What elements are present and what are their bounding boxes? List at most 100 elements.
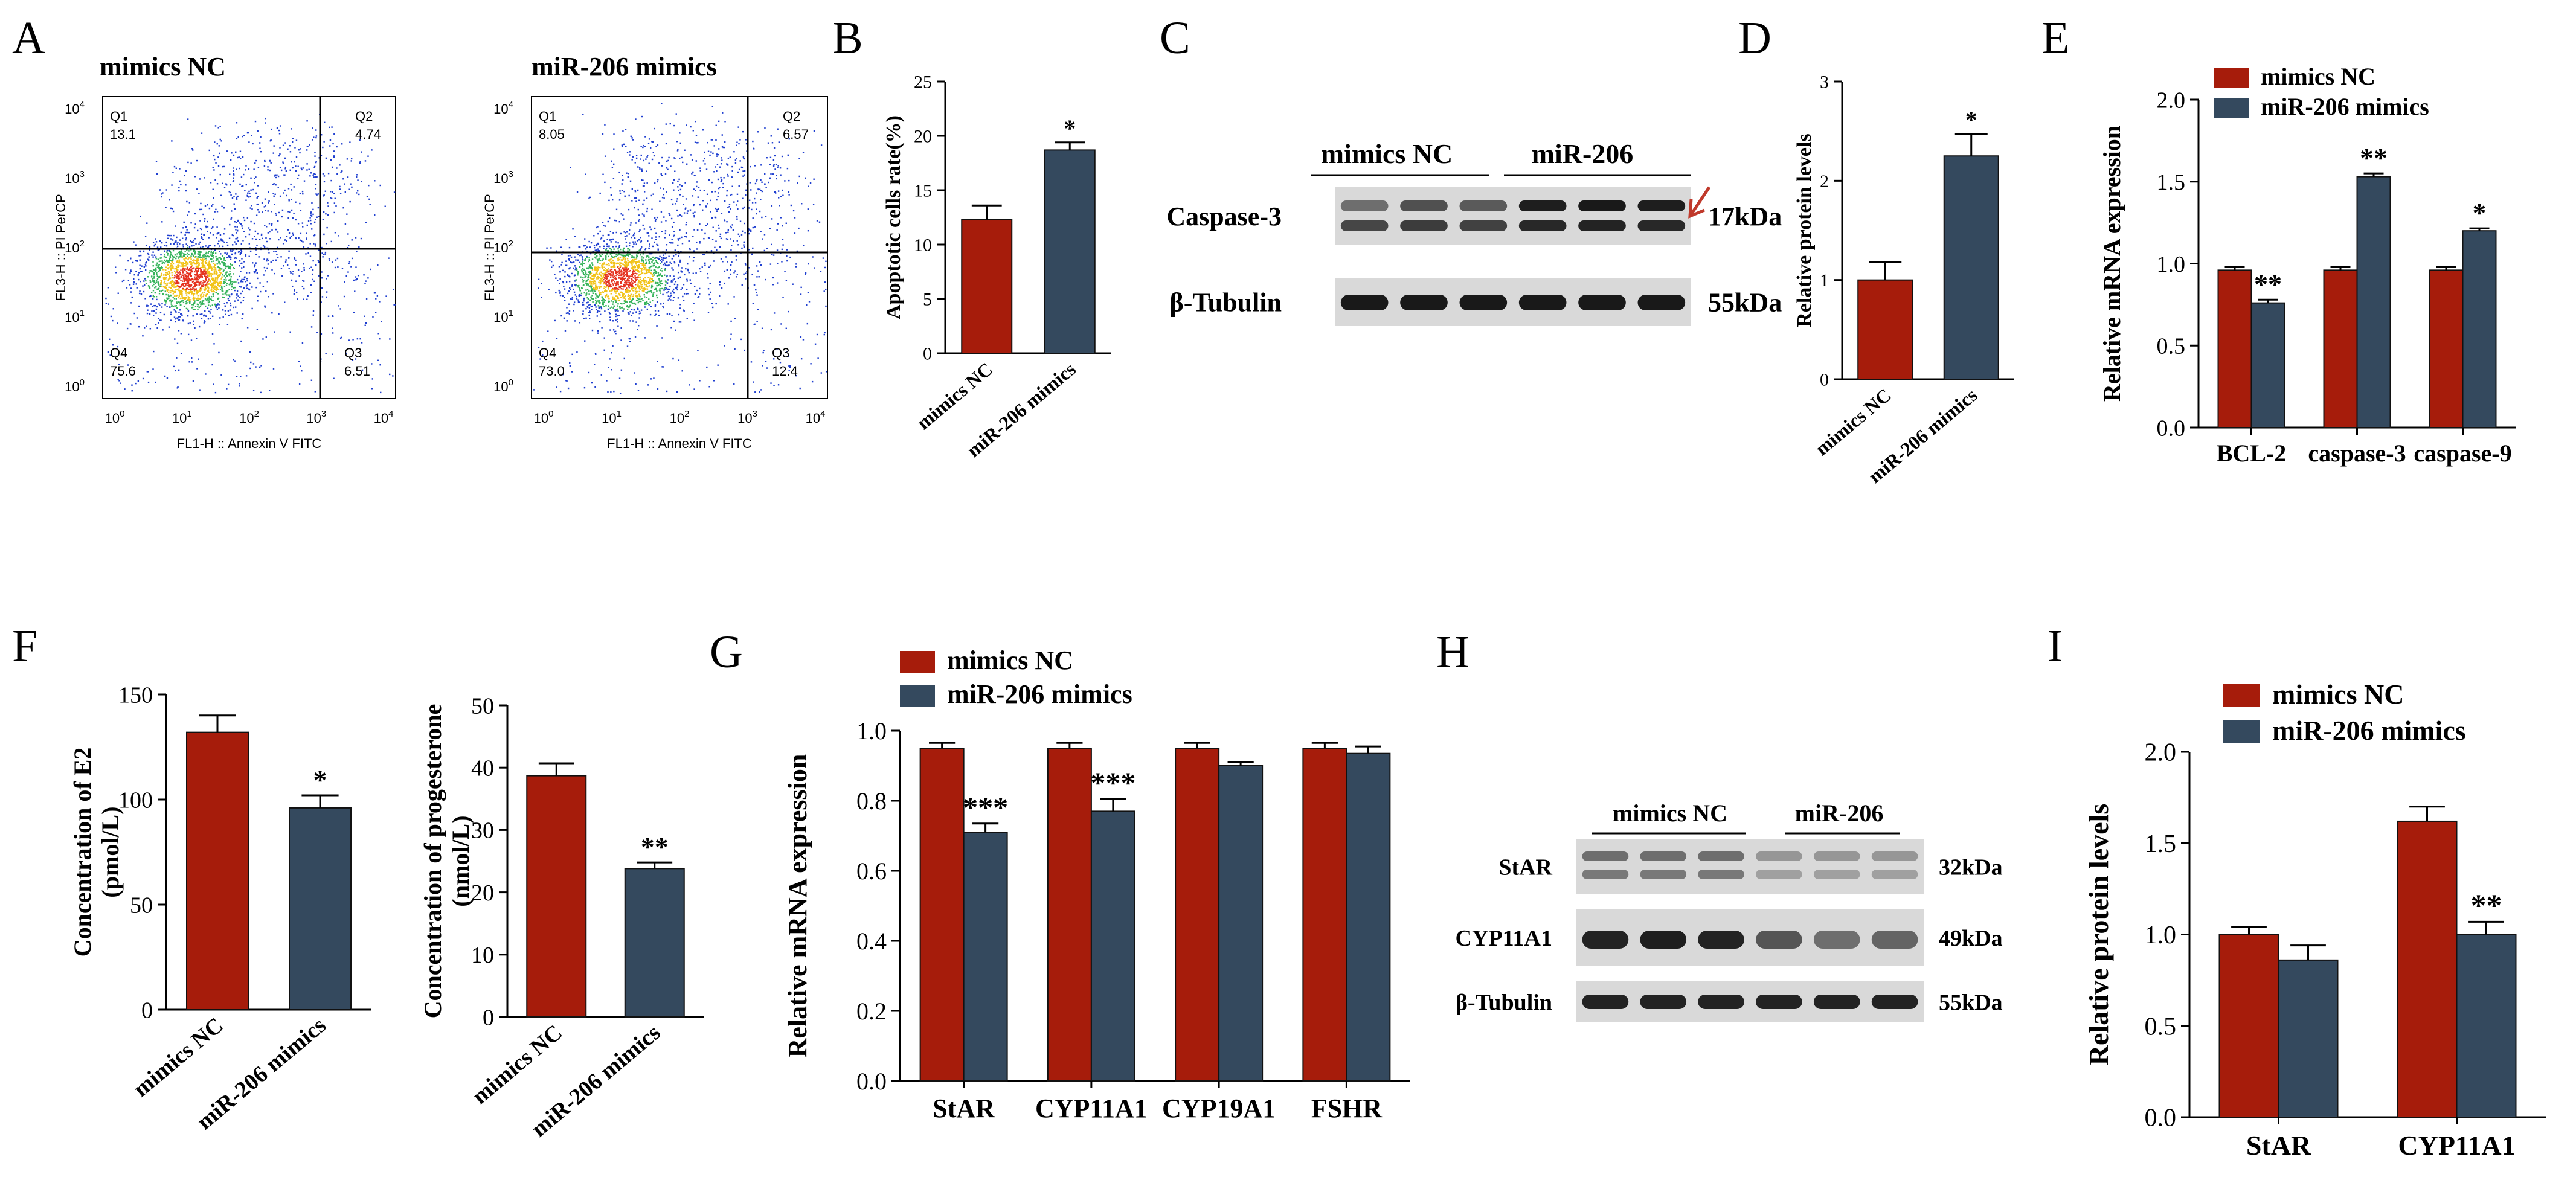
event-dot [603, 240, 605, 242]
event-dot [681, 156, 683, 159]
event-dot [640, 298, 642, 300]
event-dot [236, 138, 238, 139]
event-dot [233, 170, 234, 172]
event-dot [802, 339, 805, 341]
event-dot [214, 269, 217, 271]
event-dot [165, 189, 167, 191]
event-dot [210, 284, 211, 286]
event-dot [202, 282, 204, 284]
event-dot [178, 295, 181, 297]
event-dot [178, 286, 180, 288]
panel-letter: E [2041, 13, 2069, 63]
event-dot [365, 322, 367, 324]
event-dot [190, 291, 192, 293]
event-dot [334, 232, 336, 234]
event-dot [661, 337, 663, 339]
event-dot [202, 266, 205, 269]
event-dot [161, 269, 164, 271]
event-dot [350, 158, 353, 160]
event-dot [726, 190, 728, 192]
event-dot [628, 313, 630, 315]
event-dot [187, 118, 189, 120]
event-dot [601, 300, 603, 302]
event-dot [233, 266, 234, 269]
event-dot [167, 267, 170, 269]
event-dot [208, 270, 210, 272]
event-dot [268, 202, 269, 204]
event-dot [589, 282, 591, 284]
event-dot [355, 266, 357, 268]
event-dot [216, 308, 219, 310]
event-dot [191, 277, 193, 280]
event-dot [204, 289, 206, 292]
event-dot [214, 266, 216, 269]
event-dot [219, 289, 222, 290]
event-dot [803, 245, 805, 246]
event-dot [652, 272, 655, 274]
event-dot [560, 246, 562, 248]
event-dot [169, 257, 172, 258]
event-dot [632, 294, 635, 296]
event-dot [656, 283, 658, 284]
event-dot [638, 286, 640, 289]
event-dot [310, 266, 312, 268]
event-dot [640, 286, 642, 287]
event-dot [630, 275, 632, 277]
event-dot [170, 269, 172, 271]
event-dot [207, 268, 209, 270]
event-dot [576, 295, 577, 298]
event-dot [275, 212, 277, 214]
event-dot [220, 258, 222, 260]
event-dot [181, 290, 183, 293]
event-dot [574, 294, 576, 296]
event-dot [780, 323, 782, 325]
event-dot [638, 325, 640, 327]
event-dot [564, 330, 567, 332]
event-dot [204, 205, 207, 207]
event-dot [203, 314, 205, 316]
event-dot [584, 238, 586, 240]
event-dot [565, 380, 567, 382]
event-dot [173, 286, 175, 288]
event-dot [281, 209, 284, 211]
event-dot [622, 268, 623, 270]
event-dot [146, 261, 147, 263]
event-dot [555, 292, 557, 294]
event-dot [642, 253, 644, 255]
event-dot [672, 242, 674, 244]
event-dot [175, 167, 178, 169]
event-dot [213, 272, 216, 274]
event-dot [719, 284, 721, 286]
event-dot [594, 253, 596, 255]
event-dot [194, 283, 196, 285]
event-dot [632, 312, 634, 314]
event-dot [162, 289, 164, 292]
event-dot [628, 276, 630, 278]
event-dot [639, 278, 641, 281]
event-dot [310, 214, 312, 216]
event-dot [232, 249, 234, 251]
event-dot [274, 193, 276, 196]
event-dot [291, 279, 293, 281]
event-dot [212, 290, 214, 292]
event-dot [596, 278, 598, 280]
event-dot [180, 304, 182, 306]
event-dot [672, 182, 674, 184]
event-dot [602, 234, 604, 237]
event-dot [734, 159, 737, 161]
event-dot [239, 253, 242, 255]
event-dot [632, 272, 634, 274]
event-dot [284, 239, 286, 241]
event-dot [328, 258, 330, 260]
event-dot [361, 181, 362, 182]
event-dot [699, 204, 701, 206]
event-dot [611, 271, 613, 273]
event-dot [178, 319, 180, 321]
event-dot [160, 274, 162, 277]
event-dot [545, 356, 547, 357]
event-dot [310, 211, 312, 213]
event-dot [646, 268, 647, 271]
event-dot [575, 284, 577, 287]
event-dot [628, 173, 629, 175]
